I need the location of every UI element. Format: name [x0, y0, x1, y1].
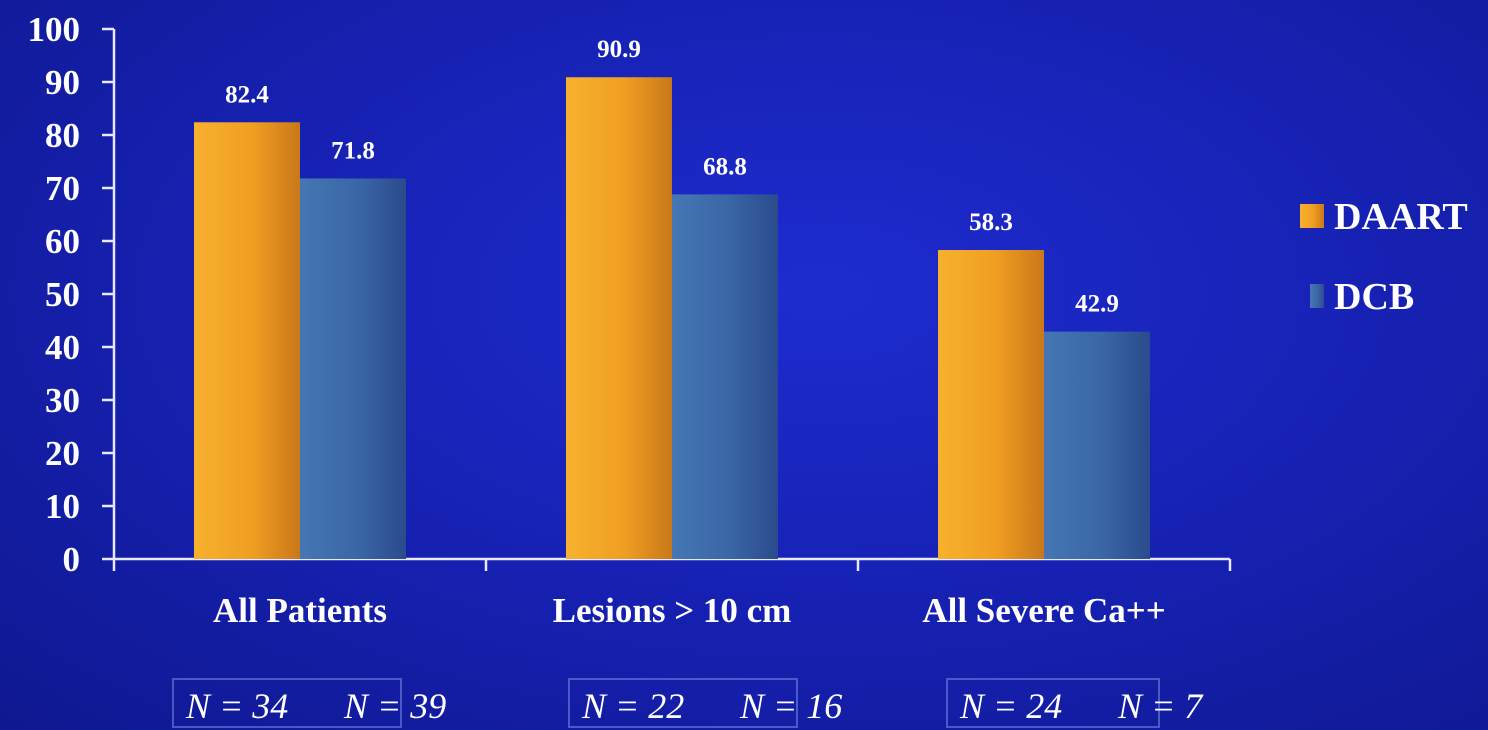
- legend-label-dcb: DCB: [1334, 276, 1414, 318]
- data-label-dcb-0: 71.8: [331, 137, 375, 164]
- sample-size-box-all-patients: [172, 678, 402, 728]
- bar-dcb-1: [672, 194, 778, 560]
- labels: 82.4 71.8 All Patients 90.9 68.8 Lesions > 10…: [213, 36, 1166, 630]
- bars: [194, 77, 1150, 560]
- sample-size-dcb-all-patients: N = 39: [344, 686, 447, 726]
- data-label-daart-0: 82.4: [225, 81, 269, 108]
- y-tick-label: 10: [45, 487, 80, 526]
- bar-daart-0: [194, 122, 300, 559]
- sample-size-daart-severe-ca: N = 24: [960, 686, 1063, 726]
- legend-label-daart: DAART: [1334, 196, 1468, 238]
- sample-size-daart-lesions: N = 22: [582, 686, 685, 726]
- bar-daart-1: [566, 77, 672, 559]
- y-tick-label: 40: [45, 328, 80, 367]
- y-tick-label: 90: [45, 63, 80, 102]
- sample-size-dcb-severe-ca: N = 7: [1118, 686, 1203, 726]
- bar-dcb-0: [300, 178, 406, 559]
- y-tick-label: 70: [45, 169, 80, 208]
- data-label-daart-2: 58.3: [969, 209, 1013, 236]
- y-tick-label: 60: [45, 222, 80, 261]
- legend-swatch-daart: [1300, 204, 1324, 228]
- y-tick-label: 50: [45, 275, 80, 314]
- data-label-dcb-2: 42.9: [1075, 291, 1119, 318]
- sample-size-dcb-lesions: N = 16: [740, 686, 843, 726]
- data-label-daart-1: 90.9: [597, 36, 641, 63]
- sample-size-box-lesions: [568, 678, 798, 728]
- bar-dcb-2: [1044, 331, 1150, 559]
- legend-swatch-dcb: [1310, 284, 1324, 308]
- category-label-2: All Severe Ca++: [922, 591, 1165, 630]
- category-label-0: All Patients: [213, 591, 387, 630]
- y-tick-label: 80: [45, 116, 80, 155]
- category-label-1: Lesions > 10 cm: [553, 591, 792, 630]
- sample-size-daart-all-patients: N = 34: [186, 686, 289, 726]
- sample-size-box-severe-ca: [946, 678, 1160, 728]
- legend: DAART DCB: [1300, 196, 1468, 318]
- y-tick-label: 100: [28, 10, 81, 49]
- y-tick-label: 20: [45, 434, 80, 473]
- y-tick-label: 30: [45, 381, 80, 420]
- y-tick-label: 0: [63, 540, 81, 579]
- data-label-dcb-1: 68.8: [703, 153, 747, 180]
- bar-daart-2: [938, 250, 1044, 559]
